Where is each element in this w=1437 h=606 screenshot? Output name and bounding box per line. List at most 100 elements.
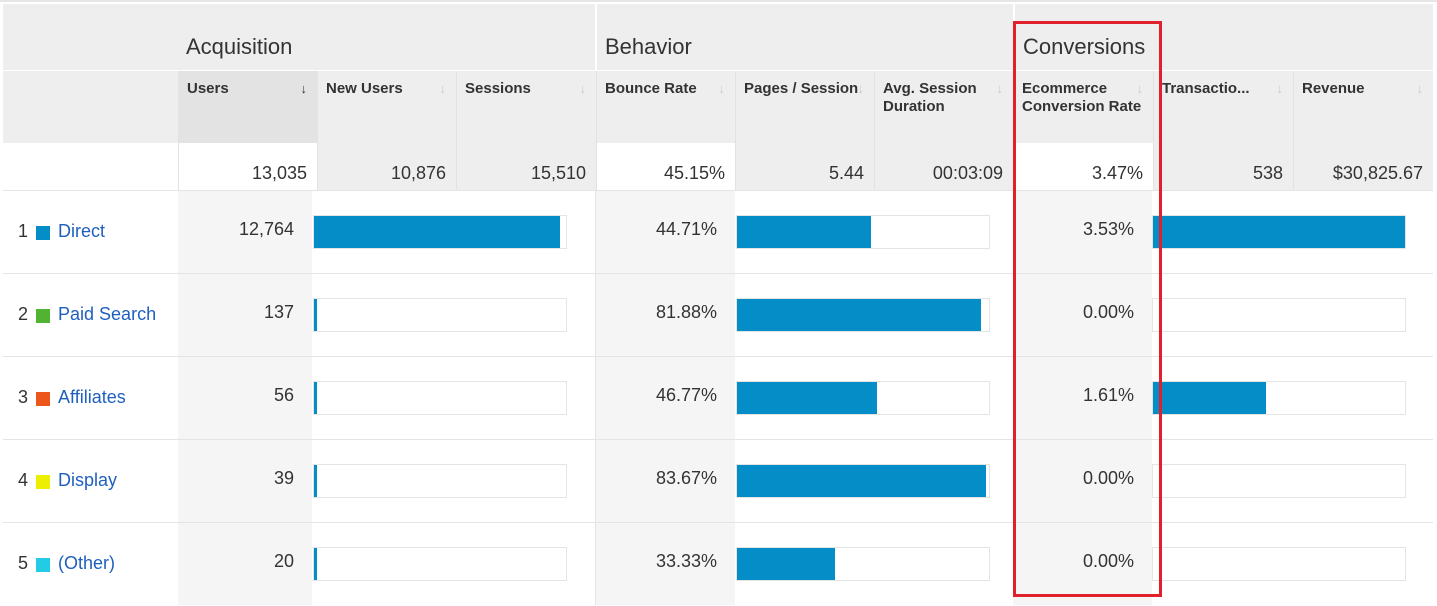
bounce-rate-bar-fill: [737, 548, 836, 580]
column-header-label: Ecommerce Conversion Rate: [1022, 80, 1142, 115]
ecommerce-conversion-rate-value: 1.61%: [1013, 357, 1152, 439]
color-swatch-icon: [36, 558, 51, 572]
table-row: 5 (Other) 20 33.33% 0.00%: [3, 522, 1433, 605]
sort-arrow-down-icon[interactable]: ↓: [857, 81, 865, 96]
row-label: 5 (Other): [3, 523, 178, 606]
column-header-pages-per-session[interactable]: Pages / Session ↓: [735, 71, 874, 143]
sort-arrow-down-icon[interactable]: ↓: [1136, 81, 1144, 96]
total-new-users: 10,876: [317, 143, 456, 190]
users-bar-fill: [314, 382, 317, 414]
total-bounce-rate: 45.15%: [596, 143, 735, 190]
color-swatch-icon: [36, 226, 51, 240]
row-rank: 1: [18, 221, 29, 241]
users-bar: [313, 547, 567, 581]
column-header-ecommerce-conversion-rate[interactable]: Ecommerce Conversion Rate ↓: [1013, 71, 1153, 143]
ecommerce-conversion-rate-value: 0.00%: [1013, 440, 1152, 522]
sort-arrow-down-icon[interactable]: ↓: [1276, 81, 1284, 96]
bounce-rate-value: 44.71%: [596, 191, 735, 273]
users-bar: [313, 215, 567, 249]
column-header-revenue[interactable]: Revenue ↓: [1293, 71, 1433, 143]
row-rank: 3: [18, 387, 29, 407]
row-label: 4 Display: [3, 440, 178, 523]
bounce-rate-bar-fill: [737, 216, 871, 248]
ecommerce-conversion-rate-value: 0.00%: [1013, 523, 1152, 605]
users-bar-fill: [314, 548, 317, 580]
channel-link[interactable]: Direct: [58, 221, 106, 241]
column-header-label: New Users: [326, 80, 403, 97]
sort-arrow-down-icon[interactable]: ↓: [300, 81, 308, 96]
highlight-box: [1013, 21, 1162, 597]
users-bar: [313, 464, 567, 498]
users-value: 137: [178, 274, 312, 356]
ecommerce-conversion-rate-value: 3.53%: [1013, 191, 1152, 273]
divider: [595, 357, 596, 439]
color-swatch-icon: [36, 475, 51, 489]
users-bar-fill: [314, 465, 317, 497]
totals-label-cell: [3, 143, 178, 190]
table-row: 1 Direct 12,764 44.71% 3.53%: [3, 190, 1433, 273]
users-value: 20: [178, 523, 312, 605]
divider: [595, 440, 596, 522]
users-bar-fill: [314, 216, 560, 248]
column-header-label: Revenue: [1302, 80, 1365, 97]
column-header-label: Pages / Session: [744, 80, 859, 97]
sort-arrow-down-icon[interactable]: ↓: [996, 81, 1004, 96]
sort-arrow-down-icon[interactable]: ↓: [1416, 81, 1424, 96]
bounce-rate-bar-fill: [737, 465, 987, 497]
column-header-users[interactable]: Users ↓: [178, 71, 317, 143]
divider: [595, 274, 596, 356]
total-ecommerce-conversion-rate: 3.47%: [1013, 143, 1153, 190]
group-behavior: Behavior: [597, 4, 1013, 70]
bounce-rate-bar: [736, 381, 990, 415]
total-users: 13,035: [178, 143, 317, 190]
column-header-sessions[interactable]: Sessions ↓: [456, 71, 596, 143]
column-header-bounce-rate[interactable]: Bounce Rate ↓: [596, 71, 735, 143]
channel-link[interactable]: Display: [58, 470, 118, 490]
total-revenue: $30,825.67: [1293, 143, 1433, 190]
group-acquisition: Acquisition: [178, 4, 595, 70]
row-label: 1 Direct: [3, 191, 178, 274]
sort-arrow-down-icon[interactable]: ↓: [579, 81, 587, 96]
total-pages-per-session: 5.44: [735, 143, 874, 190]
color-swatch-icon: [36, 309, 51, 323]
row-rank: 4: [18, 470, 29, 490]
corner-header: [3, 4, 178, 70]
ecommerce-conversion-rate-value: 0.00%: [1013, 274, 1152, 356]
row-label: 2 Paid Search: [3, 274, 178, 357]
users-bar: [313, 381, 567, 415]
channel-link[interactable]: (Other): [58, 553, 116, 573]
users-bar: [313, 298, 567, 332]
table-row: 2 Paid Search 137 81.88% 0.00%: [3, 273, 1433, 356]
transactions-bar: [1152, 464, 1406, 498]
table-row: 3 Affiliates 56 46.77% 1.61%: [3, 356, 1433, 439]
bounce-rate-bar: [736, 464, 990, 498]
bounce-rate-bar-fill: [737, 382, 877, 414]
row-label: 3 Affiliates: [3, 357, 178, 440]
total-avg-session-duration: 00:03:09: [874, 143, 1013, 190]
corner-column-header: [3, 71, 178, 143]
column-header-new-users[interactable]: New Users ↓: [317, 71, 456, 143]
transactions-bar: [1152, 381, 1406, 415]
sort-arrow-down-icon[interactable]: ↓: [439, 81, 447, 96]
column-header-transactions[interactable]: Transactio... ↓: [1153, 71, 1293, 143]
divider: [595, 191, 596, 273]
row-rank: 2: [18, 304, 29, 324]
top-border: [0, 0, 1437, 4]
column-header-label: Sessions: [465, 80, 531, 97]
channel-link[interactable]: Affiliates: [58, 387, 126, 407]
transactions-bar: [1152, 298, 1406, 332]
bounce-rate-value: 83.67%: [596, 440, 735, 522]
column-header-label: Users: [187, 80, 229, 97]
column-header-avg-session-duration[interactable]: Avg. Session Duration ↓: [874, 71, 1013, 143]
bounce-rate-value: 81.88%: [596, 274, 735, 356]
users-value: 12,764: [178, 191, 312, 273]
transactions-bar: [1152, 547, 1406, 581]
table-row: 4 Display 39 83.67% 0.00%: [3, 439, 1433, 522]
bounce-rate-value: 33.33%: [596, 523, 735, 605]
channel-link[interactable]: Paid Search: [58, 304, 157, 324]
bounce-rate-bar: [736, 215, 990, 249]
transactions-bar-fill: [1153, 216, 1405, 248]
transactions-bar: [1152, 215, 1406, 249]
sort-arrow-down-icon[interactable]: ↓: [718, 81, 726, 96]
total-transactions: 538: [1153, 143, 1293, 190]
